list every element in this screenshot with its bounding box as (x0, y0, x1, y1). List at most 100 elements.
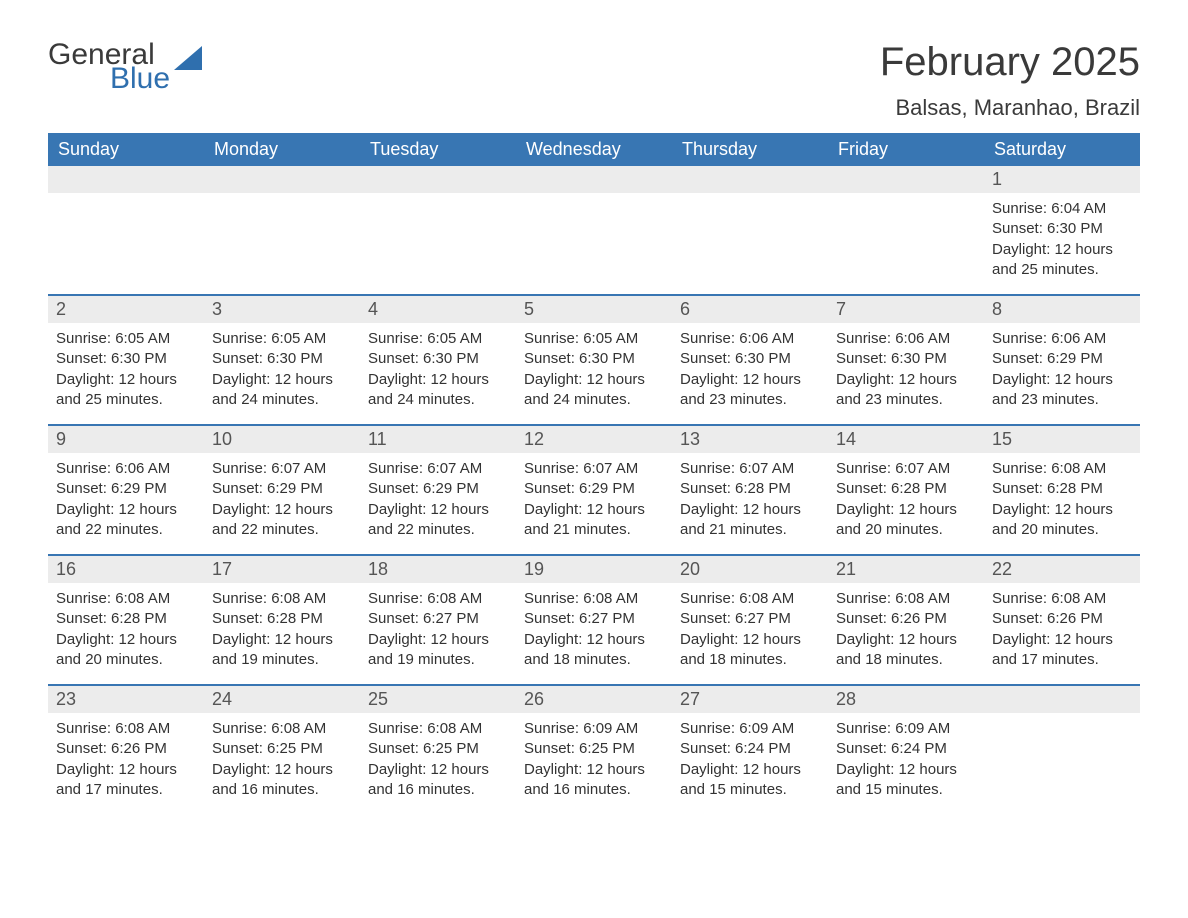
day-cell: Sunrise: 6:05 AMSunset: 6:30 PMDaylight:… (360, 323, 516, 424)
sunrise-text: Sunrise: 6:05 AM (524, 329, 664, 349)
day-cell: Sunrise: 6:08 AMSunset: 6:27 PMDaylight:… (672, 583, 828, 684)
day-cell (204, 193, 360, 294)
day-number: 1 (984, 166, 1140, 193)
week-row: 9101112131415 Sunrise: 6:06 AM Sunset: 6:2… (48, 424, 1140, 554)
day2-text: and 22 minutes. (212, 520, 352, 540)
weekday-sun: Sunday (48, 133, 204, 166)
day2-text: and 20 minutes. (992, 520, 1132, 540)
day-cell: Sunrise: 6:04 AMSunset: 6:30 PMDaylight:… (984, 193, 1140, 294)
month-title: February 2025 (880, 40, 1140, 85)
day-number: 11 (360, 426, 516, 453)
sunrise-text: Sunrise: 6:07 AM (212, 459, 352, 479)
day1-text: Daylight: 12 hours (836, 760, 976, 780)
sunset-text: Sunset: 6:25 PM (212, 739, 352, 759)
sunrise-text: Sunrise: 6:06 AM (836, 329, 976, 349)
day1-text: Daylight: 12 hours (524, 630, 664, 650)
day-cell: Sunrise: 6:08 AMSunset: 6:26 PMDaylight:… (48, 713, 204, 814)
weekday-header: Sunday Monday Tuesday Wednesday Thursday… (48, 133, 1140, 166)
day2-text: and 25 minutes. (992, 260, 1132, 280)
day-number: 24 (204, 686, 360, 713)
day1-text: Daylight: 12 hours (992, 500, 1132, 520)
weekday-fri: Friday (828, 133, 984, 166)
day-cell: Sunrise: 6:06 AMSunset: 6:29 PMDaylight:… (984, 323, 1140, 424)
week-row: 2345678Sunrise: 6:05 AMSunset: 6:30 PMDa… (48, 294, 1140, 424)
sunrise-text: Sunrise: 6:05 AM (368, 329, 508, 349)
day2-text: and 22 minutes. (56, 520, 196, 540)
day2-text: and 15 minutes. (836, 780, 976, 800)
title-block: February 2025 Balsas, Maranhao, Brazil (880, 40, 1140, 121)
day1-text: Daylight: 12 hours (524, 370, 664, 390)
day2-text: and 16 minutes. (368, 780, 508, 800)
day-cell: Sunrise: 6:08 AMSunset: 6:27 PMDaylight:… (360, 583, 516, 684)
sunrise-text: Sunrise: 6:07 AM (368, 459, 508, 479)
day2-text: and 16 minutes. (212, 780, 352, 800)
daynum-row: 2345678 (48, 296, 1140, 323)
sunrise-text: Sunrise: 6:08 AM (680, 589, 820, 609)
day-number: 3 (204, 296, 360, 323)
day1-text: Daylight: 12 hours (836, 630, 976, 650)
day1-text: Daylight: 12 hours (368, 630, 508, 650)
sunset-text: Sunset: 6:27 PM (524, 609, 664, 629)
day-cell: Sunrise: 6:08 AMSunset: 6:25 PMDaylight:… (360, 713, 516, 814)
day-number: 7 (828, 296, 984, 323)
day-number: 6 (672, 296, 828, 323)
sail-icon (174, 46, 202, 70)
sunset-text: Sunset: 6:29 PM (368, 479, 508, 499)
sunset-text: Sunset: 6:28 PM (212, 609, 352, 629)
day-cell: Sunrise: 6:08 AMSunset: 6:25 PMDaylight:… (204, 713, 360, 814)
sunset-text: Sunset: 6:27 PM (680, 609, 820, 629)
day-number: 18 (360, 556, 516, 583)
day2-text: and 20 minutes. (836, 520, 976, 540)
day1-text: Daylight: 12 hours (992, 370, 1132, 390)
day-cell (828, 193, 984, 294)
sunrise-text: Sunrise: 6:09 AM (524, 719, 664, 739)
day-cell: Sunrise: 6:09 AMSunset: 6:24 PMDaylight:… (672, 713, 828, 814)
day2-text: and 23 minutes. (836, 390, 976, 410)
sunrise-text: Sunrise: 6:06 AM (56, 459, 196, 479)
sunset-text: Sunset: 6:29 PM (524, 479, 664, 499)
daynum-row: 16171819202122 (48, 556, 1140, 583)
sunset-text: Sunset: 6:25 PM (368, 739, 508, 759)
sunrise-text: Sunrise: 6:08 AM (992, 459, 1132, 479)
day1-text: Daylight: 12 hours (368, 760, 508, 780)
day2-text: and 18 minutes. (524, 650, 664, 670)
day1-text: Daylight: 12 hours (524, 760, 664, 780)
day-cell: Sunrise: 6:07 AMSunset: 6:28 PMDaylight:… (672, 453, 828, 554)
daynum-row: 9101112131415 (48, 426, 1140, 453)
sunset-text: Sunset: 6:28 PM (56, 609, 196, 629)
day-number: 25 (360, 686, 516, 713)
sunrise-text: Sunrise: 6:07 AM (524, 459, 664, 479)
day-cell: Sunrise: 6:09 AMSunset: 6:25 PMDaylight:… (516, 713, 672, 814)
day1-text: Daylight: 12 hours (836, 500, 976, 520)
day2-text: and 24 minutes. (212, 390, 352, 410)
day-number (360, 166, 516, 193)
day2-text: and 19 minutes. (212, 650, 352, 670)
sunset-text: Sunset: 6:30 PM (524, 349, 664, 369)
sunset-text: Sunset: 6:26 PM (56, 739, 196, 759)
day1-text: Daylight: 12 hours (524, 500, 664, 520)
sunrise-text: Sunrise: 6:08 AM (212, 719, 352, 739)
day1-text: Daylight: 12 hours (836, 370, 976, 390)
sunset-text: Sunset: 6:24 PM (836, 739, 976, 759)
day-cell: Sunrise: 6:07 AMSunset: 6:29 PMDaylight:… (516, 453, 672, 554)
logo-blue: Blue (110, 64, 170, 94)
header: General Blue February 2025 Balsas, Maran… (48, 40, 1140, 121)
day2-text: and 24 minutes. (524, 390, 664, 410)
day2-text: and 22 minutes. (368, 520, 508, 540)
day2-text: and 20 minutes. (56, 650, 196, 670)
day2-text: and 25 minutes. (56, 390, 196, 410)
weeks-container: 1Sunrise: 6:04 AMSunset: 6:30 PMDaylight… (48, 166, 1140, 814)
day-number: 14 (828, 426, 984, 453)
sunset-text: Sunset: 6:27 PM (368, 609, 508, 629)
day-cell: Sunrise: 6:08 AMSunset: 6:28 PMDaylight:… (48, 583, 204, 684)
sunrise-text: Sunrise: 6:06 AM (992, 329, 1132, 349)
day-number: 21 (828, 556, 984, 583)
sunrise-text: Sunrise: 6:08 AM (56, 589, 196, 609)
day1-text: Daylight: 12 hours (680, 500, 820, 520)
day-cell: Sunrise: 6:07 AMSunset: 6:28 PMDaylight:… (828, 453, 984, 554)
sunset-text: Sunset: 6:30 PM (680, 349, 820, 369)
day1-text: Daylight: 12 hours (212, 500, 352, 520)
logo: General Blue (48, 40, 202, 94)
day-cell (984, 713, 1140, 814)
sunrise-text: Sunrise: 6:08 AM (524, 589, 664, 609)
